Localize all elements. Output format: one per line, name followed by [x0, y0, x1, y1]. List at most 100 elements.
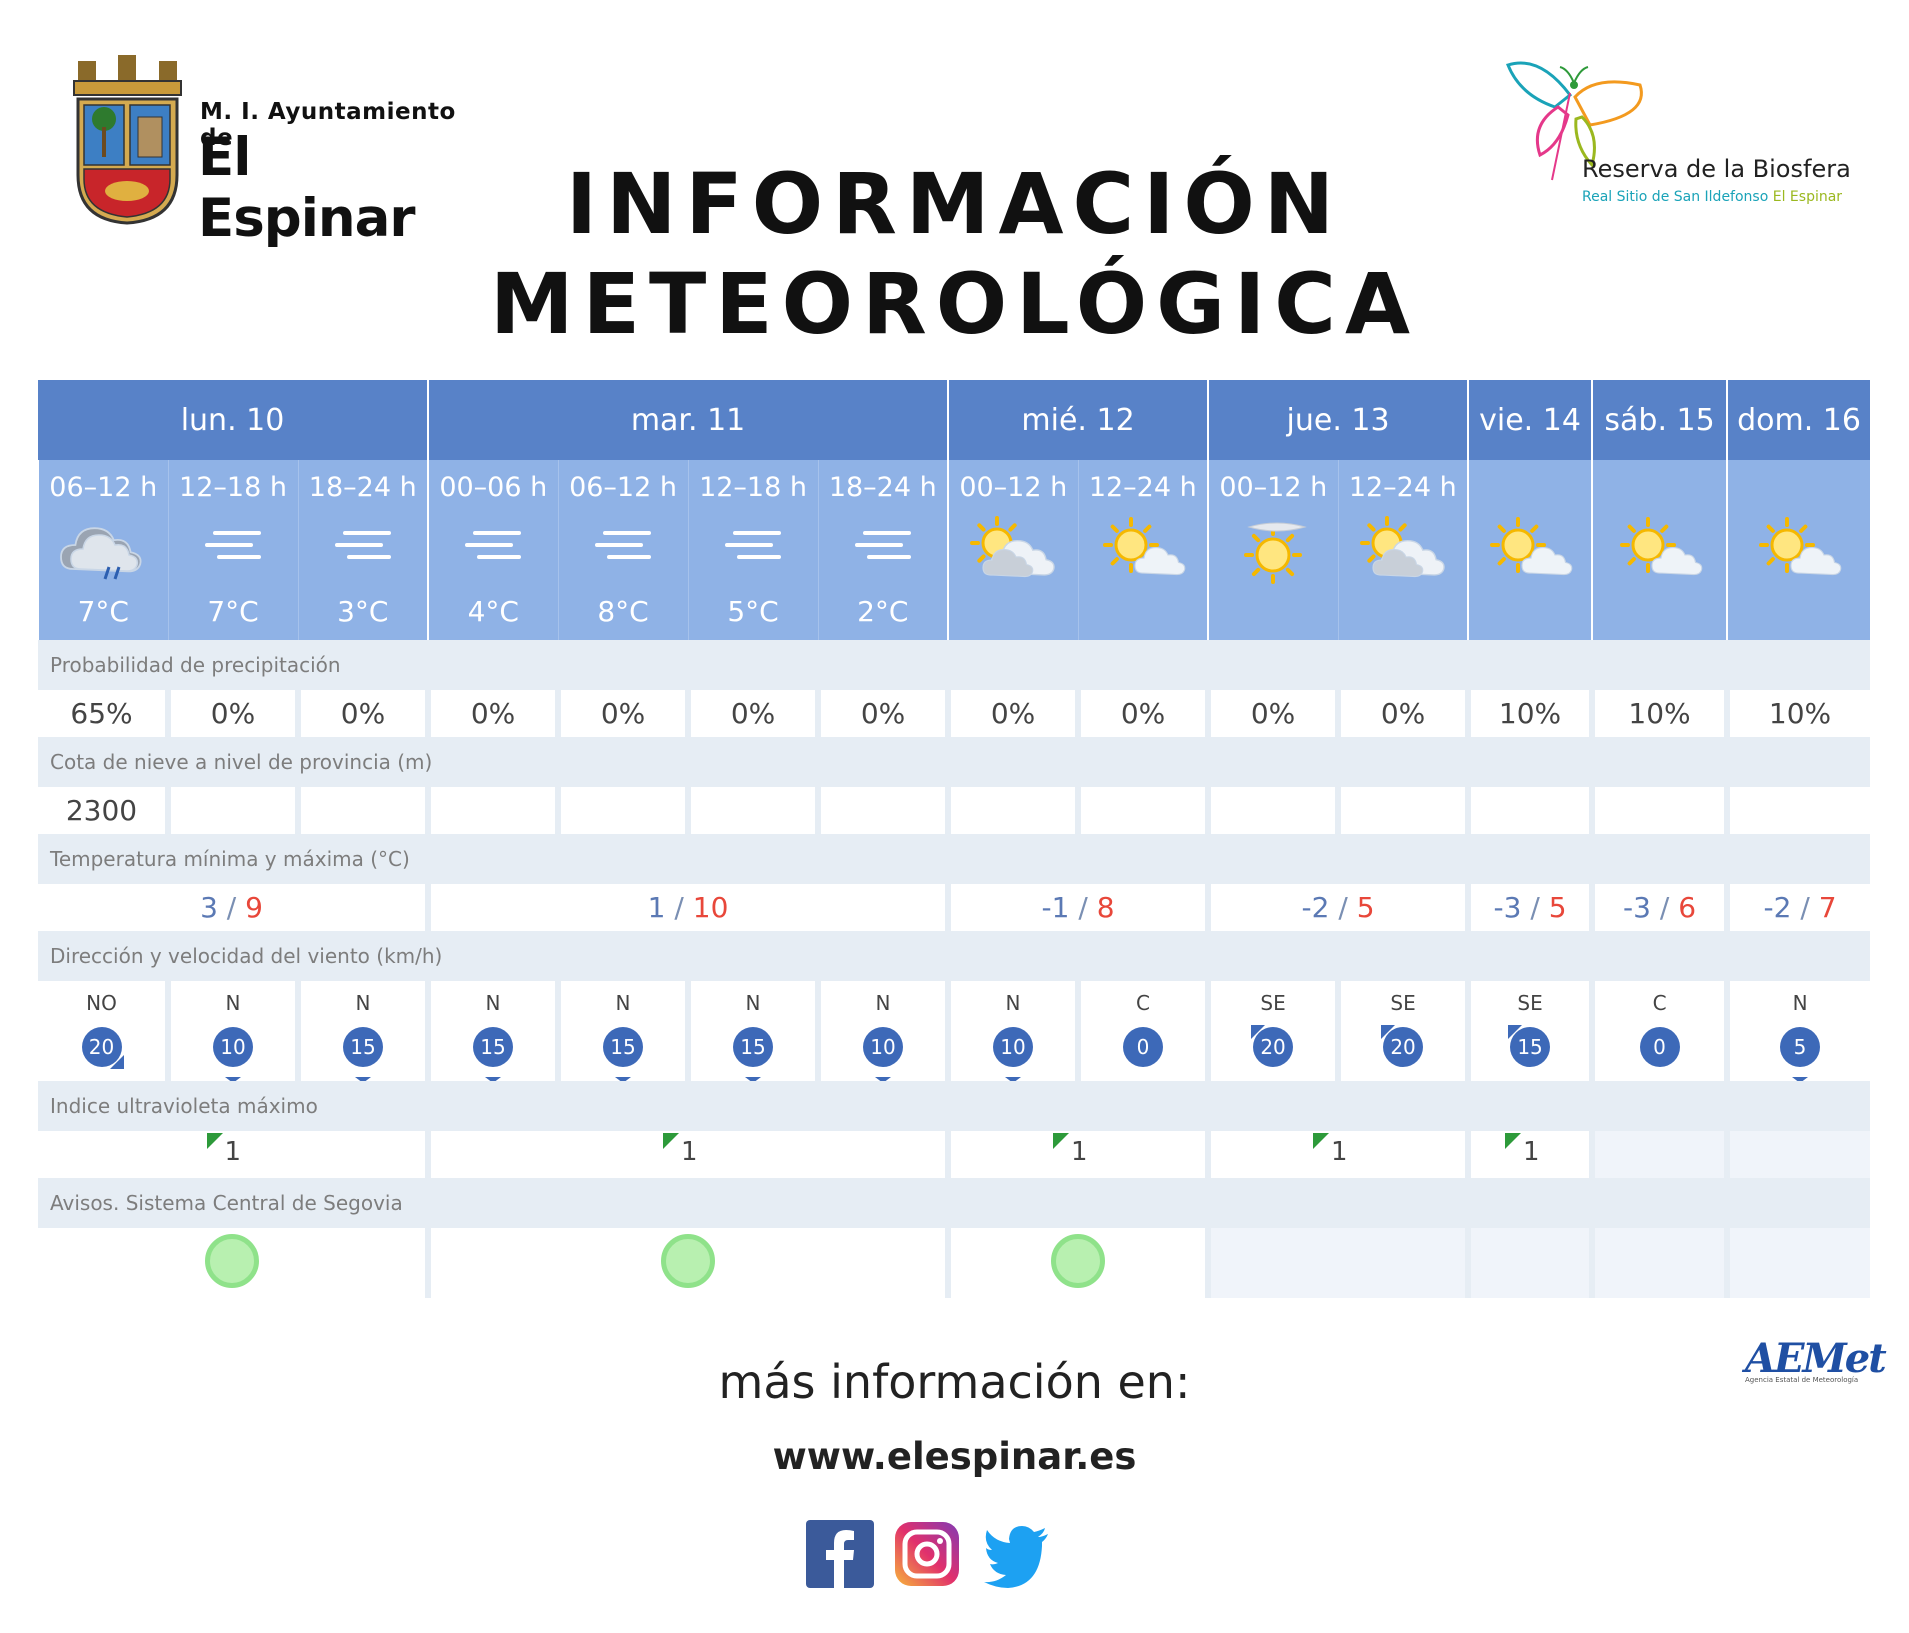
temp-separator: / [1659, 891, 1670, 924]
precip-value: 10% [1589, 690, 1728, 737]
min-max-temp: -2 / 7 [1724, 884, 1871, 931]
uv-index-value: 1 [224, 1137, 242, 1167]
section-label: Indice ultravioleta máximo [38, 1081, 1871, 1131]
sun-haze-icon [1244, 522, 1308, 584]
green-warning-icon[interactable] [204, 1234, 259, 1288]
wind-speed: 20 [1383, 1027, 1424, 1067]
green-warning-icon[interactable] [661, 1234, 716, 1288]
wind-arrow-icon: 10 [213, 1027, 253, 1081]
time-slot-label: 12–24 h [1348, 472, 1457, 503]
sun-cloud-icon [1490, 517, 1573, 576]
wind-arrow-icon: 5 [1780, 1027, 1821, 1081]
warning-cell [1465, 1228, 1593, 1298]
max-temp: 9 [245, 891, 263, 924]
fog-icon [205, 531, 261, 559]
biosphere-reserve-logo: Reserva de la Biosfera Real Sitio de San… [1500, 55, 1860, 215]
wind-cell: N 15 [555, 981, 689, 1081]
precip-value: 10% [1465, 690, 1593, 737]
uv-index-cell: 1 [38, 1131, 429, 1178]
slot-temperature: 7°C [207, 595, 259, 628]
min-max-temp: 3 / 9 [38, 884, 429, 931]
section-label: Probabilidad de precipitación [38, 640, 1871, 690]
day-header: dom. 16 [1726, 380, 1871, 460]
wind-direction: NO [86, 991, 117, 1015]
forecast-table: lun. 10 mar. 11 mié. 12 jue. 13 vie. 14 … [37, 380, 1871, 1298]
partly-cloudy-icon [970, 516, 1055, 578]
wind-arrow-icon: 15 [343, 1027, 384, 1081]
green-warning-icon[interactable] [1051, 1234, 1106, 1288]
time-slot-cell [1726, 460, 1871, 640]
section-snow: Cota de nieve a nivel de provincia (m) [38, 737, 1871, 787]
sun-cloud-icon [1759, 517, 1842, 576]
wind-direction: C [1652, 991, 1667, 1015]
day-header: sáb. 15 [1591, 380, 1728, 460]
wind-direction: N [615, 991, 631, 1015]
time-slot-cell: 00–12 h [947, 460, 1079, 640]
instagram-icon[interactable] [893, 1520, 961, 1588]
website-link[interactable]: www.elespinar.es [772, 1435, 1137, 1478]
sun-cloud-icon [1619, 517, 1702, 576]
min-max-temp: -3 / 5 [1465, 884, 1593, 931]
uv-index-cell [1724, 1131, 1871, 1178]
warning-cell [1724, 1228, 1871, 1298]
snow-row: 2300 [38, 787, 1871, 834]
max-temp: 5 [1356, 891, 1375, 924]
time-slot-label: 00–12 h [959, 472, 1068, 503]
precip-row: 65% 0% 0% 0% 0% 0% 0% 0% 0% 0% 0% 10% 10% 10% [38, 690, 1871, 737]
time-slot-cell: 06–12 h 7°C [37, 460, 168, 640]
warning-cell [38, 1228, 429, 1298]
wind-direction: SE [1260, 991, 1286, 1015]
section-label: Dirección y velocidad del viento (km/h) [38, 931, 1871, 981]
precip-value: 0% [815, 690, 949, 737]
time-slot-cell: 06–12 h 8°C [557, 460, 689, 640]
uv-index-cell: 1 [1465, 1131, 1593, 1178]
time-slot-label: 12–24 h [1088, 472, 1197, 503]
partly-cloudy-icon [1359, 516, 1445, 578]
aemet-subtitle: Agencia Estatal de Meteorología [1745, 1376, 1859, 1384]
temp-separator: / [1530, 891, 1540, 924]
snow-level-value [555, 787, 689, 834]
wind-cell: N 15 [425, 981, 559, 1081]
temp-separator: / [226, 891, 237, 924]
reserve-subtitle-b: El Espinar [1772, 189, 1843, 205]
fog-icon [725, 531, 782, 559]
min-max-temp: -1 / 8 [945, 884, 1209, 931]
temp-separator: / [674, 891, 684, 924]
wind-arrow-icon: 0 [1123, 1027, 1164, 1067]
reserve-subtitle: Real Sitio de San Ildefonso El Espinar [1582, 189, 1842, 205]
day-header: mié. 12 [947, 380, 1209, 460]
snow-level-value [945, 787, 1079, 834]
wind-arrow-icon: 15 [1508, 1025, 1551, 1067]
aemet-logo: AEMet Agencia Estatal de Meteorología [1745, 1335, 1887, 1384]
uv-index-cell: 1 [1205, 1131, 1469, 1178]
wind-speed: 10 [993, 1027, 1034, 1067]
slot-temperature: 8°C [597, 595, 649, 628]
snow-level-value [815, 787, 949, 834]
wind-cell: NO 20 [38, 981, 168, 1081]
wind-speed: 0 [1123, 1027, 1164, 1067]
fog-icon [334, 531, 391, 559]
facebook-icon[interactable] [806, 1520, 874, 1588]
wind-direction: C [1136, 991, 1151, 1015]
snow-level-value [165, 787, 298, 834]
uv-flag-icon: 1 [1313, 1131, 1353, 1171]
wind-speed: 15 [733, 1027, 774, 1067]
wind-cell: SE 15 [1465, 981, 1593, 1081]
slot-temperature: 7°C [77, 595, 129, 628]
reserve-subtitle-a: Real Sitio de San Ildefonso [1582, 189, 1769, 205]
precip-value: 65% [38, 690, 168, 737]
snow-level-value [1724, 787, 1871, 834]
wind-speed: 20 [1253, 1027, 1294, 1067]
wind-arrow-icon: 10 [993, 1027, 1034, 1081]
warning-cell [1589, 1228, 1728, 1298]
uv-flag-icon: 1 [1053, 1131, 1093, 1171]
uv-index-cell: 1 [425, 1131, 949, 1178]
wind-speed: 5 [1780, 1027, 1821, 1067]
wind-speed: 15 [343, 1027, 384, 1067]
precip-value: 0% [945, 690, 1079, 737]
time-slot-label [1470, 472, 1591, 503]
twitter-icon[interactable] [982, 1520, 1050, 1588]
